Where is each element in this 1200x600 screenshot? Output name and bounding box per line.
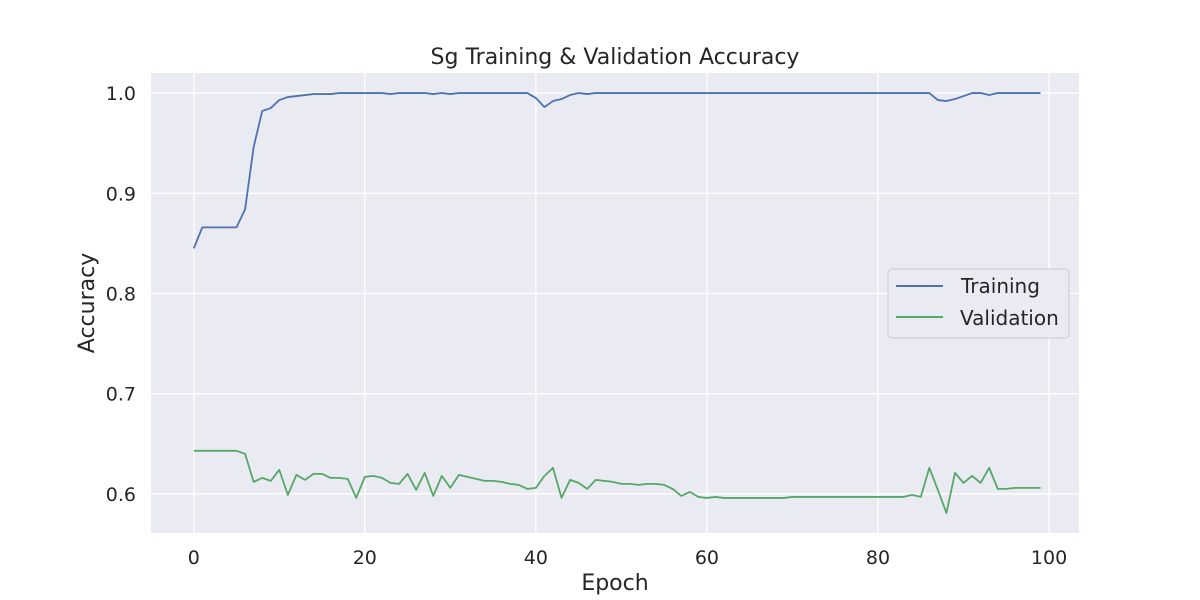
legend-label-training: Training bbox=[960, 274, 1040, 298]
x-axis-label: Epoch bbox=[581, 571, 648, 596]
x-tick-label: 100 bbox=[1031, 547, 1067, 569]
y-tick-label: 0.6 bbox=[106, 484, 136, 506]
series-line-training bbox=[192, 92, 1041, 249]
x-tick-label: 20 bbox=[353, 547, 377, 569]
y-tick-label: 0.7 bbox=[106, 384, 136, 406]
legend: Training Validation bbox=[887, 268, 1070, 339]
x-tick-label: 40 bbox=[524, 547, 548, 569]
y-axis-label: Accuracy bbox=[75, 253, 100, 353]
tick-labels: 0 20 40 60 80 100 0.6 0.7 0.8 0.9 1.0 bbox=[106, 83, 1067, 569]
y-tick-label: 0.8 bbox=[106, 283, 136, 305]
series-line-validation bbox=[193, 449, 1041, 514]
legend-label-validation: Validation bbox=[960, 306, 1059, 330]
x-tick-label: 80 bbox=[866, 547, 890, 569]
x-tick-label: 60 bbox=[695, 547, 719, 569]
y-tick-label: 0.9 bbox=[106, 183, 136, 205]
chart-title: Sg Training & Validation Accuracy bbox=[431, 45, 800, 70]
x-tick-label: 0 bbox=[188, 547, 200, 569]
series-lines bbox=[192, 92, 1041, 514]
y-tick-label: 1.0 bbox=[106, 83, 136, 105]
